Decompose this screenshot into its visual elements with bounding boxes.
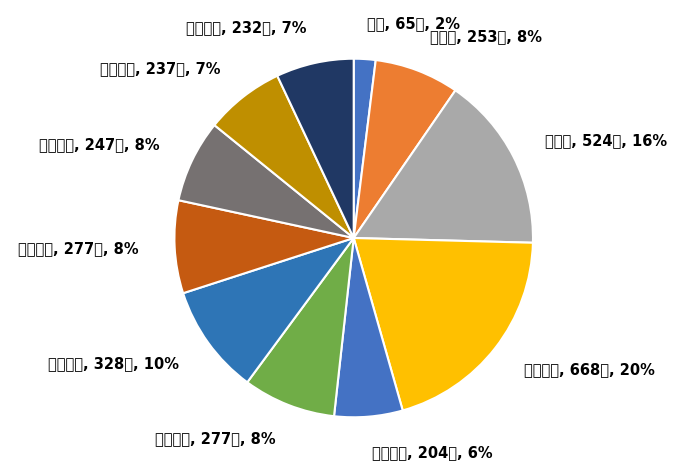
- Wedge shape: [354, 90, 533, 243]
- Text: １歳～, 253人, 8%: １歳～, 253人, 8%: [430, 30, 542, 44]
- Text: ２０歳～, 204人, 6%: ２０歳～, 204人, 6%: [372, 445, 492, 460]
- Text: １０歳～, 668人, 20%: １０歳～, 668人, 20%: [524, 362, 655, 377]
- Wedge shape: [354, 238, 533, 410]
- Text: ４０歳～, 328人, 10%: ４０歳～, 328人, 10%: [48, 356, 179, 371]
- Text: ５歳～, 524人, 16%: ５歳～, 524人, 16%: [546, 133, 668, 148]
- Text: ７０歳～, 237人, 7%: ７０歳～, 237人, 7%: [101, 61, 221, 76]
- Text: ８０歳～, 232人, 7%: ８０歳～, 232人, 7%: [186, 20, 307, 36]
- Wedge shape: [175, 200, 354, 293]
- Wedge shape: [354, 60, 455, 238]
- Wedge shape: [277, 59, 354, 238]
- Text: ６０歳～, 247人, 8%: ６０歳～, 247人, 8%: [39, 138, 159, 152]
- Text: ３０歳～, 277人, 8%: ３０歳～, 277人, 8%: [155, 431, 275, 446]
- Text: ５０歳～, 277人, 8%: ５０歳～, 277人, 8%: [18, 241, 139, 256]
- Wedge shape: [215, 76, 354, 238]
- Wedge shape: [247, 238, 354, 416]
- Text: ０歳, 65人, 2%: ０歳, 65人, 2%: [367, 16, 460, 31]
- Wedge shape: [183, 238, 354, 382]
- Wedge shape: [179, 125, 354, 238]
- Wedge shape: [354, 59, 376, 238]
- Wedge shape: [334, 238, 403, 417]
